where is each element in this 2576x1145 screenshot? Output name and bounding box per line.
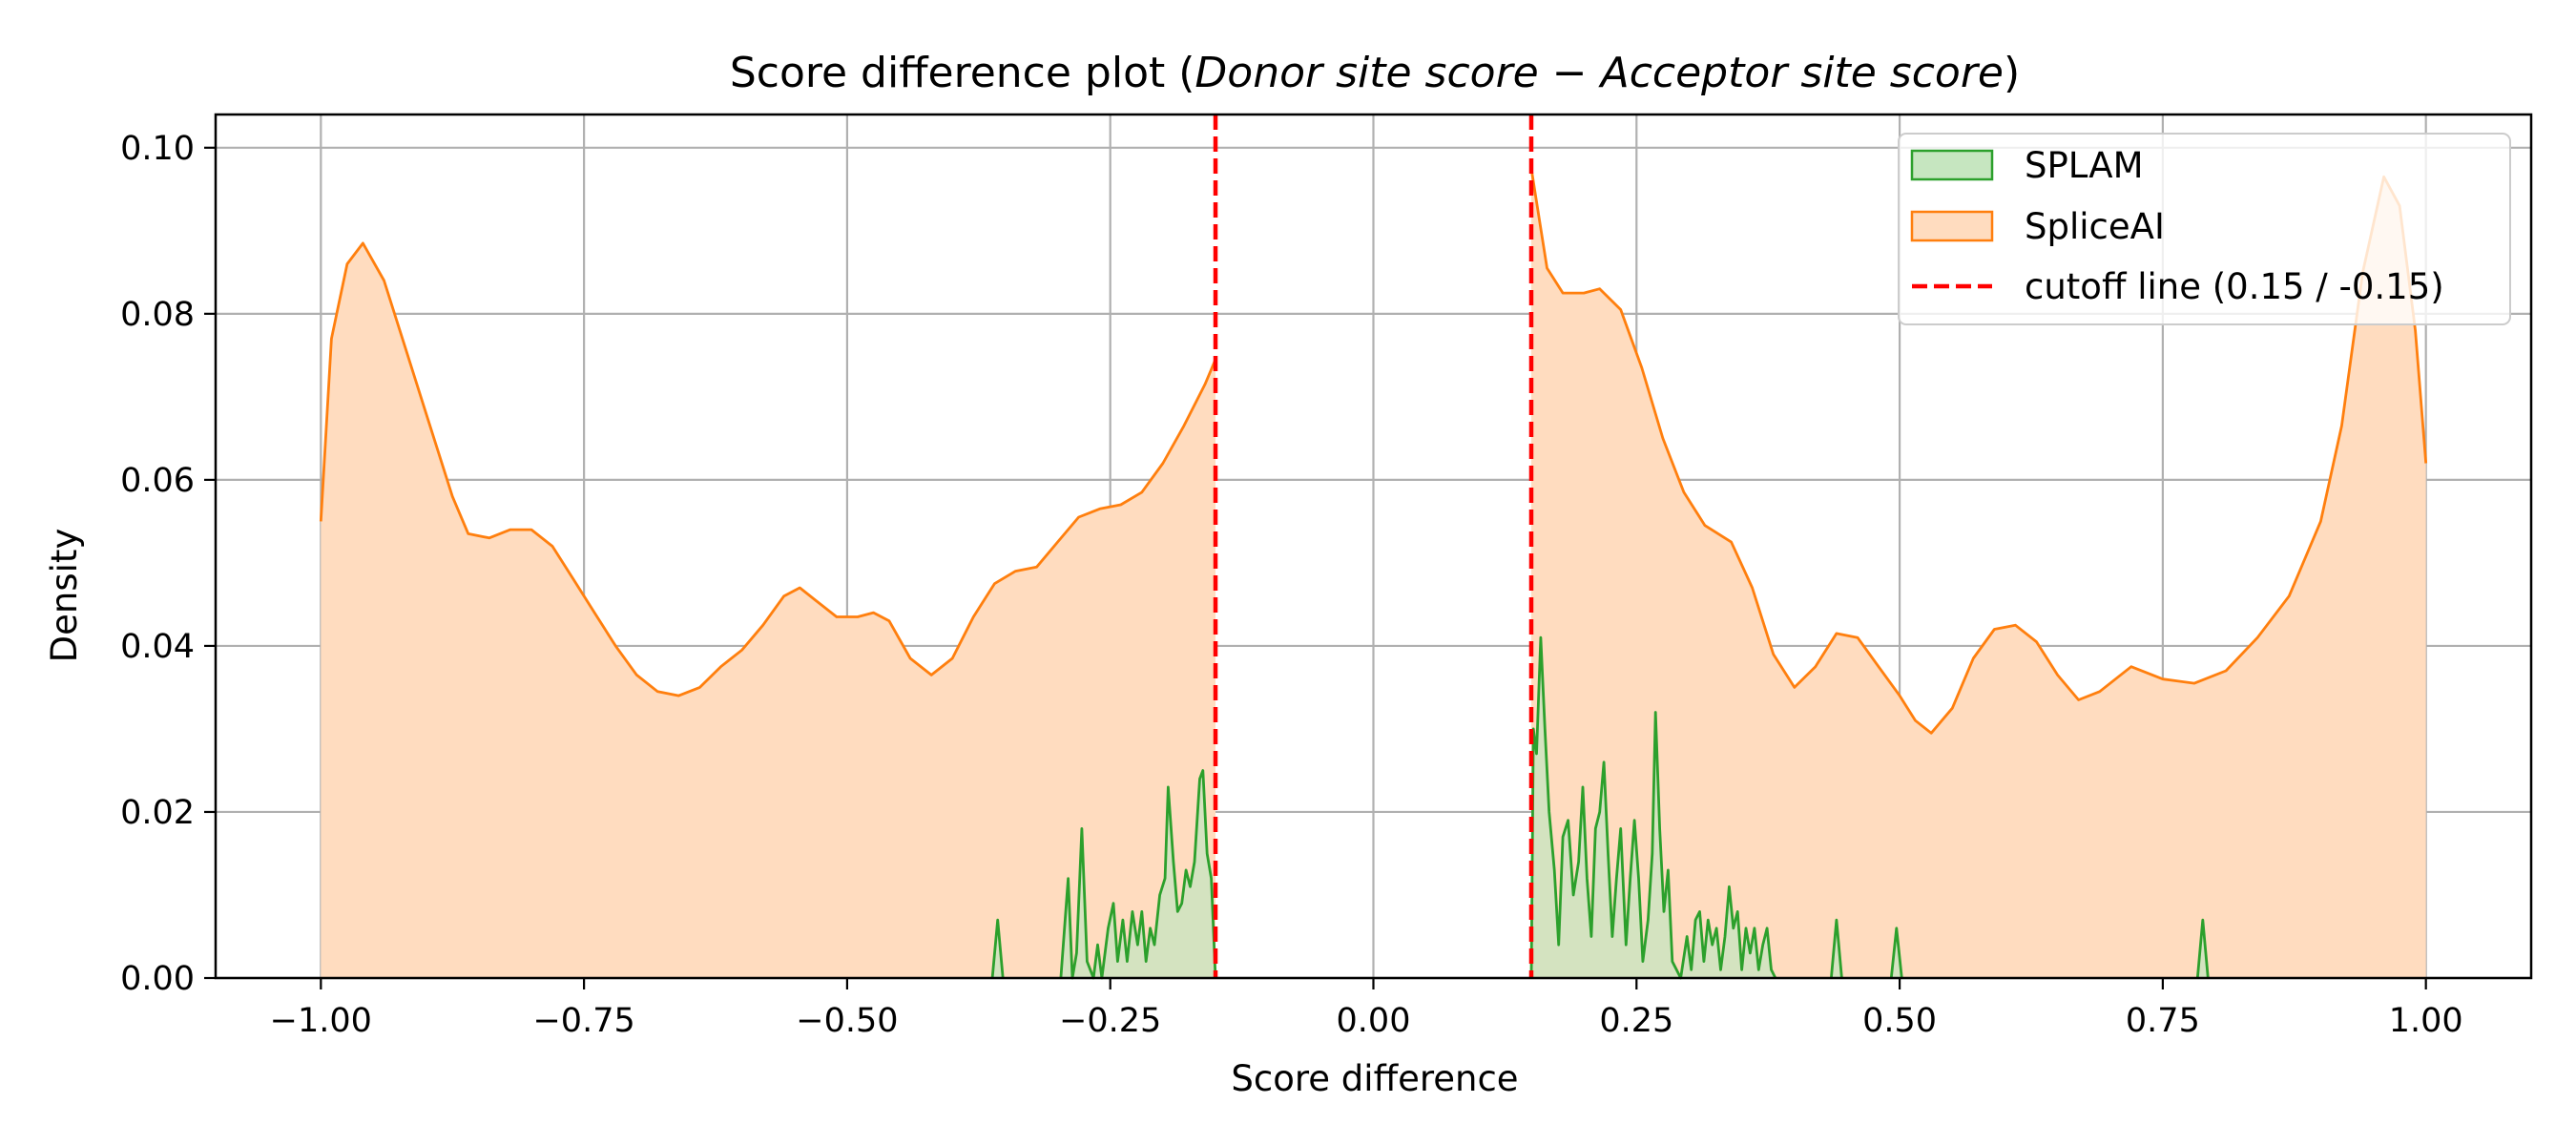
legend-swatch-splam [1910,149,1994,181]
y-tick-label: 0.00 [120,960,195,998]
legend: SPLAM SpliceAI cutoff line (0.15 / -0.15… [1898,133,2511,325]
title-italic-donor: Donor site score [1195,49,1538,97]
y-tick-label: 0.04 [120,628,195,666]
y-axis-label: Density [44,529,85,663]
splam-density-line [1529,635,1777,980]
splam-density-line [990,918,1005,979]
x-tick-label: −1.00 [270,1002,372,1040]
spliceai-area-fill [321,242,1215,978]
x-tick-label: 0.50 [1862,1002,1937,1040]
chart-title: Score difference plot (Donor site score … [730,49,2020,97]
axes [204,113,2533,989]
legend-frame [1898,133,2511,325]
y-tick-label: 0.02 [120,794,195,832]
y-tick-label: 0.08 [120,296,195,334]
x-tick-label: −0.50 [796,1002,898,1040]
splam-area-fill [1060,770,1215,978]
legend-label-spliceai: SpliceAI [2025,206,2165,247]
x-tick-label: 1.00 [2389,1002,2463,1040]
spliceai-density-line [1529,168,2428,735]
splam-density-line [1830,918,1843,979]
legend-swatch-spliceai [1910,210,1994,242]
y-tick-label: 0.10 [120,130,195,168]
density-areas [319,168,2428,980]
legend-label-splam: SPLAM [2025,145,2144,186]
title-plain: Score difference plot ( [730,49,1195,97]
splam-density-line [2195,918,2210,979]
x-axis-label: Score difference [1231,1058,1518,1099]
x-tick-label: 0.25 [1599,1002,1673,1040]
title-minus: − [1539,49,1601,97]
x-tick-label: −0.25 [1059,1002,1161,1040]
tick-labels: −1.00 −0.75 −0.50 −0.25 0.00 0.25 0.50 0.75 1.00… [120,130,2463,1040]
y-tick-label: 0.06 [120,462,195,500]
spliceai-density-line [319,241,1217,697]
title-end: ) [2004,49,2020,97]
legend-label-cutoff: cutoff line (0.15 / -0.15) [2025,266,2444,307]
x-tick-label: −0.75 [532,1002,634,1040]
spliceai-area-fill [1531,168,2426,979]
cutoff-lines [1213,114,1534,978]
title-italic-acceptor: Acceptor site score [1598,49,2004,97]
splam-density-line [1059,769,1217,980]
x-tick-label: 0.00 [1337,1002,1411,1040]
x-tick-label: 0.75 [2126,1002,2200,1040]
splam-density-line [1889,926,1903,979]
